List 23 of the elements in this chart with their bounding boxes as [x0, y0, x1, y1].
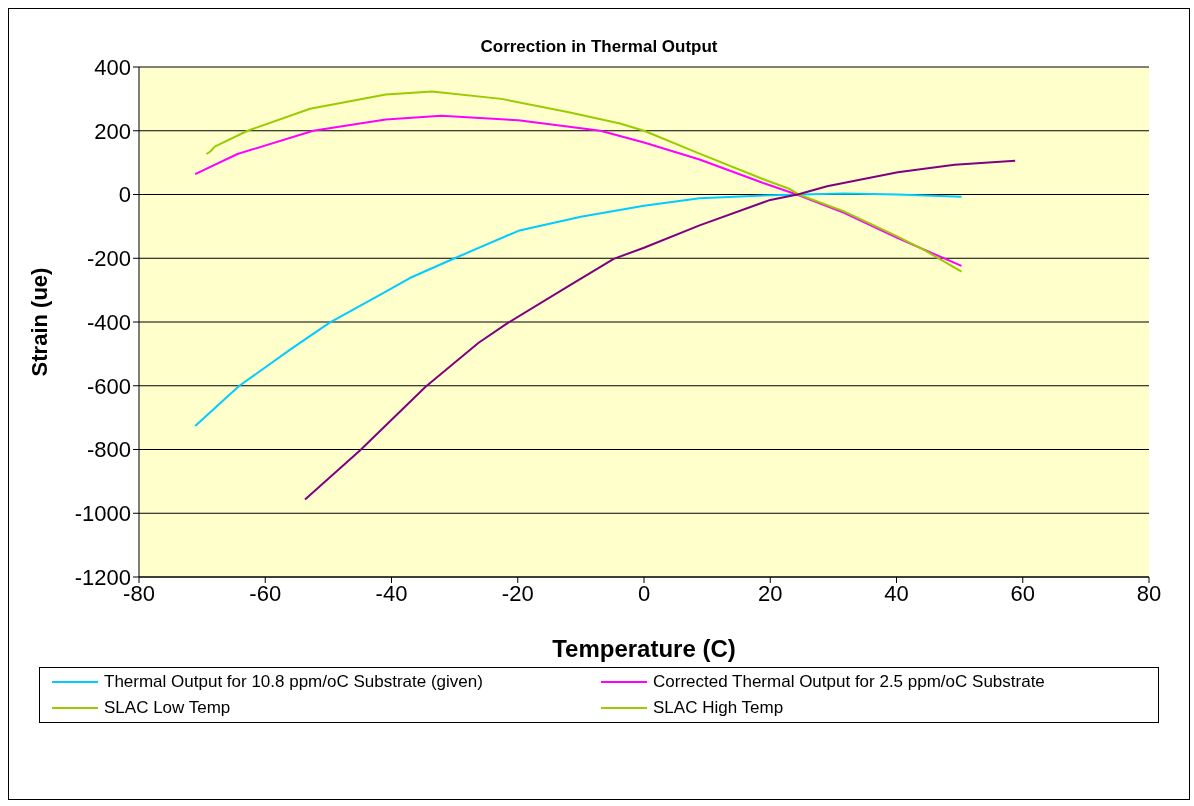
y-tick-label: -800: [86, 437, 131, 463]
x-tick-label: -60: [249, 580, 282, 606]
x-axis-title: Temperature (C): [552, 635, 736, 662]
y-tick-label: 200: [94, 118, 131, 144]
legend-label: Corrected Thermal Output for 2.5 ppm/oC Substrate: [653, 672, 1045, 692]
x-tick-label: 20: [758, 580, 783, 606]
legend-label: SLAC Low Temp: [104, 698, 231, 718]
x-tick-label: 40: [884, 580, 909, 606]
y-axis-title: Strain (ue): [26, 267, 52, 377]
x-tick-label: 0: [637, 580, 651, 606]
y-tick-label: -200: [86, 246, 131, 272]
x-tick-label: -20: [501, 580, 534, 606]
legend-label: SLAC High Temp: [653, 698, 784, 718]
chart-title: Correction in Thermal Output: [480, 37, 718, 56]
y-tick-label: 400: [94, 54, 131, 80]
y-tick-label: -400: [86, 309, 131, 335]
x-tick-label: 80: [1136, 580, 1162, 606]
y-tick-label: 0: [118, 182, 131, 208]
legend-label: Thermal Output for 10.8 ppm/oC Substrate (given): [104, 672, 483, 692]
x-tick-label: -40: [375, 580, 408, 606]
y-tick-label: -1000: [74, 501, 131, 527]
x-tick-label: 60: [1010, 580, 1035, 606]
y-tick-label: -600: [86, 373, 131, 399]
